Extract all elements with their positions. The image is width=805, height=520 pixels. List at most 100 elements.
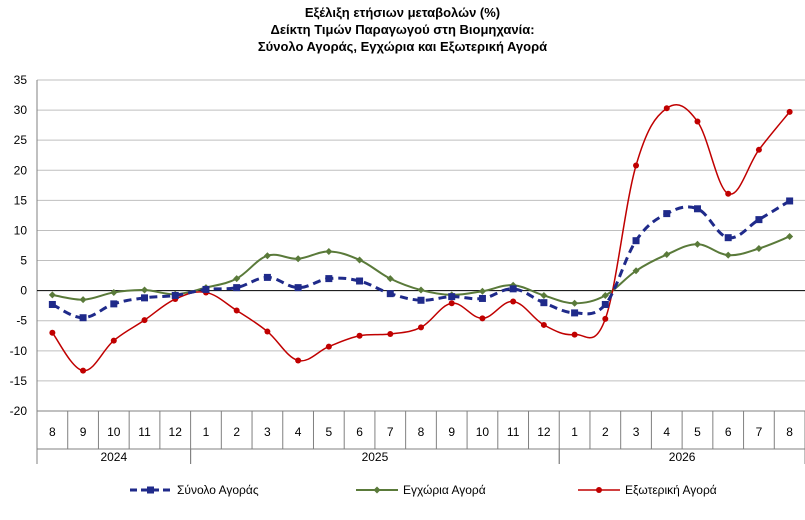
data-point-marker [294,255,302,263]
data-point-marker [786,197,794,205]
data-point-marker [110,337,117,344]
y-tick-label: 20 [14,163,28,177]
x-tick-label: 1 [571,425,578,439]
x-tick-label: 10 [107,425,121,439]
year-label: 2025 [362,450,389,464]
y-tick-label: 15 [14,193,28,207]
data-point-marker [171,291,179,299]
x-tick-label: 1 [203,425,210,439]
chart-title: Εξέλιξη ετήσιων μεταβολών (%) Δείκτη Τιμ… [0,4,805,55]
legend-swatch-total [130,486,172,494]
data-point-marker [356,332,363,339]
data-point-marker [724,251,732,259]
data-point-marker [633,162,640,169]
y-tick-label: 35 [14,73,28,87]
x-tick-label: 9 [448,425,455,439]
data-point-marker [325,275,333,283]
data-point-marker [571,331,578,338]
legend-item-total: Σύνολο Αγοράς [130,480,259,500]
x-tick-label: 12 [537,425,551,439]
data-point-marker [48,300,56,308]
y-tick-label: 30 [14,103,28,117]
data-point-marker [725,190,732,197]
data-point-marker [386,290,394,298]
x-tick-label: 11 [138,425,151,439]
data-point-marker [233,284,241,292]
data-point-marker [295,357,302,364]
data-point-marker [356,277,364,285]
data-point-marker [325,248,333,256]
x-tick-label: 6 [725,425,732,439]
year-label: 2024 [100,450,127,464]
data-point-marker [448,300,455,307]
data-point-marker [141,286,149,294]
data-point-marker [325,343,332,350]
y-tick-label: 0 [20,284,27,298]
data-point-marker [755,245,763,253]
x-tick-label: 2 [602,425,609,439]
y-tick-label: 10 [14,223,28,237]
series-1 [48,232,794,307]
data-point-marker [110,300,118,308]
data-point-marker [632,267,640,275]
data-point-marker [294,284,302,292]
legend-swatch-external [578,487,620,493]
data-point-marker [141,294,149,302]
legend-label-external: Εξωτερική Αγορά [625,483,717,497]
x-tick-label: 11 [507,425,520,439]
data-point-marker [571,299,579,307]
x-tick-label: 3 [633,425,640,439]
year-label: 2026 [669,450,696,464]
data-point-marker [49,329,56,336]
y-tick-label: -10 [10,344,28,358]
data-point-marker [663,105,670,112]
x-tick-label: 10 [476,425,490,439]
data-point-marker [540,291,548,299]
legend-item-domestic: Εγχώρια Αγορά [356,480,486,500]
series-2 [49,104,793,374]
x-tick-label: 5 [694,425,701,439]
x-tick-label: 5 [325,425,332,439]
data-point-marker [693,205,701,213]
data-point-marker [724,234,732,242]
x-tick-label: 8 [786,425,793,439]
data-point-marker [571,309,579,317]
data-point-marker [264,328,271,335]
data-point-marker [479,315,486,322]
x-tick-label: 7 [756,425,763,439]
y-tick-label: 25 [14,133,28,147]
data-point-marker [233,275,241,283]
y-tick-label: 5 [20,254,27,268]
data-point-marker [663,251,671,259]
data-point-marker [755,216,763,224]
data-point-marker [510,298,517,305]
legend: Σύνολο Αγοράς Εγχώρια Αγορά Εξωτερική Αγ… [0,480,805,500]
x-tick-label: 8 [418,425,425,439]
legend-label-domestic: Εγχώρια Αγορά [403,483,486,497]
data-point-marker [632,237,640,245]
data-point-marker [478,294,486,302]
data-point-marker [356,256,364,264]
data-point-marker [48,291,56,299]
x-tick-label: 9 [80,425,87,439]
data-point-marker [417,286,425,294]
data-point-marker [540,299,548,307]
data-point-marker [663,210,671,218]
data-point-marker [509,285,517,293]
y-axis-ticks: -20 -15 -10 -5 0 5 10 15 20 25 30 35 [10,73,28,418]
data-point-marker [786,232,794,240]
y-tick-label: -5 [16,314,27,328]
chart-title-line-1: Εξέλιξη ετήσιων μεταβολών (%) [304,5,501,20]
series-group [48,104,794,374]
legend-swatch-domestic [356,486,398,494]
x-tick-label: 6 [356,425,363,439]
data-point-marker [387,330,394,337]
series-0 [48,197,794,322]
data-point-marker [417,296,425,304]
data-point-marker [694,118,701,125]
data-point-marker [79,296,87,304]
data-point-marker [141,317,148,324]
x-tick-label: 12 [169,425,183,439]
